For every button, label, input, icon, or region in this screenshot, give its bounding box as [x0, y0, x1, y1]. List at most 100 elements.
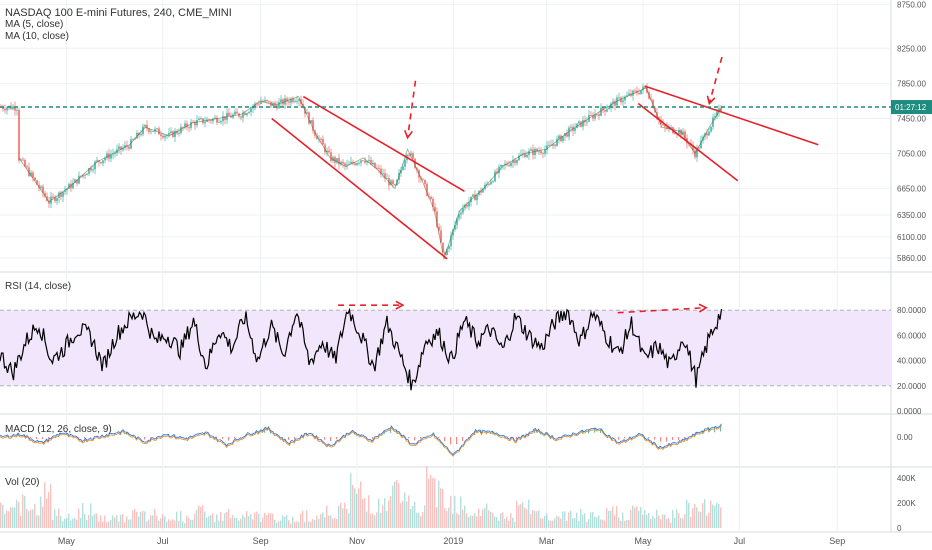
volume-bar	[250, 513, 252, 528]
volume-bar	[110, 519, 112, 528]
candle-body	[410, 153, 412, 156]
candle-body	[562, 136, 564, 142]
candle-body	[136, 132, 138, 139]
volume-bar	[600, 519, 602, 528]
candle-body	[696, 147, 698, 158]
volume-bar	[302, 510, 304, 528]
volume-bar	[520, 504, 522, 528]
volume-bar	[704, 499, 706, 528]
candle-body	[468, 202, 470, 207]
volume-bar	[632, 505, 634, 528]
volume-bar	[204, 511, 206, 528]
macd-histogram-bar	[672, 437, 674, 441]
candle-body	[556, 138, 558, 146]
volume-bar	[714, 505, 716, 528]
volume-bar	[236, 517, 238, 528]
volume-bar	[498, 520, 500, 528]
candle-body	[412, 153, 414, 159]
volume-bar	[196, 509, 198, 528]
volume-bar	[214, 522, 216, 528]
volume-bar	[414, 501, 416, 528]
candle-body	[320, 138, 322, 140]
volume-bar	[20, 515, 22, 528]
volume-bar	[90, 503, 92, 528]
volume-bar	[24, 495, 26, 528]
volume-legend: Vol (20)	[5, 477, 40, 488]
volume-bar	[604, 520, 606, 528]
candle-body	[552, 144, 554, 146]
volume-bar	[348, 513, 350, 528]
macd-histogram-bar	[720, 426, 722, 432]
volume-bar	[602, 519, 604, 528]
volume-bar	[534, 510, 536, 528]
volume-bar	[432, 478, 434, 528]
volume-bar	[548, 520, 550, 528]
rsi-annotation-arrow-head	[395, 300, 405, 310]
candle-body	[384, 173, 386, 179]
volume-bar	[684, 514, 686, 528]
candle-body	[150, 131, 152, 133]
candle-body	[592, 115, 594, 119]
candle-body	[16, 110, 18, 111]
candle-body	[524, 153, 526, 158]
candle-body	[642, 86, 644, 91]
candle-body	[188, 127, 190, 129]
volume-bar	[662, 514, 664, 528]
macd-histogram-bar	[222, 437, 224, 439]
volume-bar	[166, 521, 168, 528]
volume-bar	[540, 517, 542, 528]
candle-body	[708, 131, 710, 136]
candle-body	[606, 109, 608, 112]
volume-bar	[210, 515, 212, 528]
candle-body	[346, 164, 348, 166]
candle-body	[482, 189, 484, 193]
volume-bar	[356, 493, 358, 528]
volume-bar	[694, 504, 696, 528]
volume-bar	[70, 520, 72, 528]
volume-bar	[322, 512, 324, 528]
candle-body	[460, 212, 462, 215]
candle-body	[620, 97, 622, 103]
volume-bar	[598, 515, 600, 528]
volume-bar	[410, 509, 412, 528]
volume-bar	[26, 508, 28, 528]
current-price-tag	[891, 100, 932, 115]
candle-body	[124, 145, 126, 148]
volume-bar	[678, 513, 680, 528]
candle-body	[516, 159, 518, 164]
volume-bar	[408, 495, 410, 528]
volume-bar	[344, 502, 346, 528]
volume-bar	[102, 521, 104, 528]
volume-bar	[454, 495, 456, 528]
volume-bar	[492, 512, 494, 528]
macd-histogram-bar	[600, 428, 602, 433]
candle-body	[582, 120, 584, 127]
candle-body	[194, 121, 196, 126]
candle-body	[86, 173, 88, 175]
candle-body	[56, 198, 58, 202]
volume-bar	[186, 515, 188, 528]
candle-body	[428, 195, 430, 197]
candle-body	[142, 126, 144, 135]
macd-histogram-bar	[594, 428, 596, 433]
volume-bar	[616, 505, 618, 528]
volume-bar	[468, 516, 470, 528]
trendline	[271, 117, 448, 260]
volume-bar	[230, 518, 232, 528]
macd-histogram-bar	[66, 432, 68, 435]
volume-bar	[530, 514, 532, 528]
volume-bar	[386, 510, 388, 528]
volume-bar	[542, 518, 544, 528]
candle-body	[574, 128, 576, 131]
candle-body	[22, 159, 24, 161]
candle-body	[512, 160, 514, 163]
candle-body	[394, 184, 396, 186]
volume-bar	[282, 515, 284, 528]
candle-body	[106, 153, 108, 159]
candle-body	[352, 161, 354, 164]
volume-bar	[182, 521, 184, 528]
candle-body	[698, 147, 700, 149]
volume-bar	[312, 519, 314, 528]
volume-bar	[136, 511, 138, 528]
